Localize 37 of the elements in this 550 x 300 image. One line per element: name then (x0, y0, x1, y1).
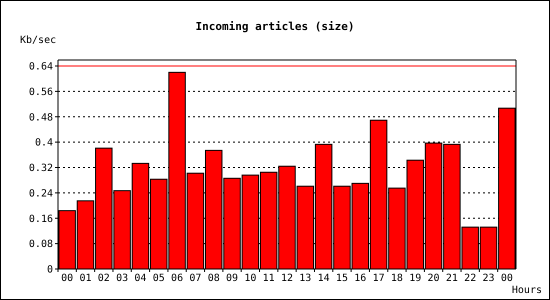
x-tick-label: 23 (482, 273, 495, 284)
x-tick-label: 13 (299, 273, 312, 284)
x-tick-label: 01 (79, 273, 92, 284)
x-tick-label: 19 (409, 273, 422, 284)
x-tick-label: 16 (354, 273, 366, 284)
x-tick-label: 17 (372, 273, 385, 284)
x-tick-label: 08 (208, 273, 220, 284)
y-tick-label: 0.56 (28, 86, 53, 98)
y-tick-label: 0.08 (28, 239, 53, 250)
y-tick-label: 0.4 (34, 138, 53, 149)
x-tick-label: 15 (336, 273, 348, 284)
x-tick-label: 00 (500, 273, 513, 284)
x-tick-label: 22 (464, 273, 476, 284)
x-tick-label: 04 (134, 273, 146, 284)
x-tick-label: 07 (189, 273, 202, 284)
x-tick-label: 00 (61, 273, 74, 284)
y-tick-label: 0 (46, 264, 53, 276)
chart-title: Incoming articles (size) (196, 20, 354, 33)
y-axis-title: Kb/sec (20, 35, 56, 46)
x-tick-label: 09 (226, 273, 238, 284)
x-tick-label: 03 (116, 273, 128, 284)
x-tick-label: 02 (98, 273, 110, 284)
y-tick-label: 0.24 (28, 188, 53, 200)
x-tick-label: 18 (390, 273, 403, 284)
x-tick-label: 06 (171, 273, 184, 284)
x-tick-label: 10 (244, 273, 256, 284)
x-tick-label: 11 (262, 273, 275, 284)
x-tick-label: 12 (280, 273, 294, 284)
x-tick-label: 21 (446, 273, 458, 284)
x-axis-title: Hours (512, 285, 542, 296)
x-tick-label: 20 (428, 273, 440, 284)
y-tick-label: 0.32 (28, 163, 53, 174)
y-tick-label: 0.48 (28, 112, 53, 124)
x-tick-label: 14 (318, 273, 330, 284)
y-tick-label: 0.16 (28, 214, 53, 225)
y-tick-label: 0.64 (28, 62, 53, 72)
x-tick-label: 05 (152, 273, 165, 284)
